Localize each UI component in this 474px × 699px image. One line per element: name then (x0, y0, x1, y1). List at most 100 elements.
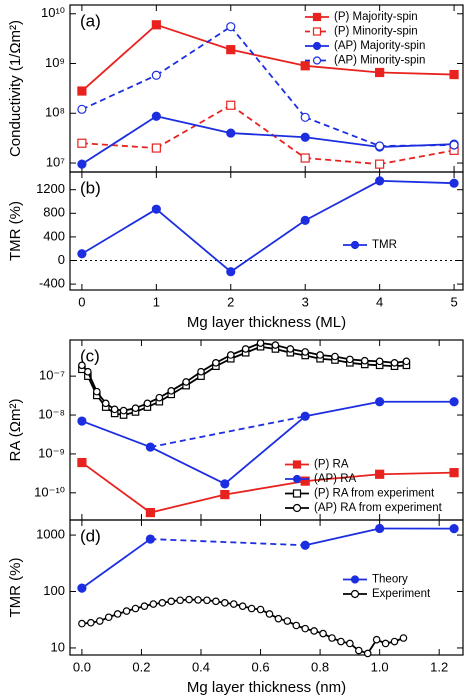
marker (151, 204, 161, 214)
legend-label: Theory (372, 574, 408, 586)
y-tick-label: 400 (43, 228, 65, 243)
marker (375, 141, 385, 151)
line-segment (379, 144, 455, 147)
marker (328, 634, 336, 642)
line-segment (156, 115, 231, 134)
legend-label: TMR (372, 239, 397, 251)
marker (363, 649, 372, 658)
line-segment (81, 142, 157, 149)
line-segment (230, 132, 306, 139)
marker (310, 627, 318, 635)
legend-marker (312, 27, 322, 36)
marker (87, 618, 95, 627)
marker (145, 442, 155, 452)
x-tick-label: 0.6 (252, 659, 270, 674)
marker (77, 86, 87, 96)
marker (77, 159, 87, 169)
legend-marker (312, 41, 322, 51)
marker (375, 176, 385, 186)
marker (390, 359, 399, 367)
marker (449, 397, 459, 407)
marker (354, 646, 363, 655)
marker (301, 624, 310, 633)
line-segment (81, 115, 157, 165)
marker (77, 104, 87, 114)
marker (375, 469, 385, 479)
line-segment (305, 157, 380, 166)
marker (151, 20, 161, 30)
panel-label: (c) (80, 346, 100, 365)
marker (182, 378, 190, 386)
marker (300, 112, 310, 122)
y-tick-label: 1000 (36, 527, 65, 542)
marker (119, 406, 128, 415)
marker (449, 524, 459, 534)
marker (167, 597, 176, 606)
line-segment (304, 180, 381, 222)
marker (122, 607, 131, 615)
line-segment (379, 471, 455, 476)
marker (113, 610, 122, 618)
line-segment (155, 208, 232, 273)
line-segment (81, 208, 157, 255)
legend-label: Experiment (372, 588, 431, 600)
marker (300, 411, 310, 421)
marker (92, 387, 101, 396)
line-segment (150, 493, 226, 514)
y-tick-label: -400 (39, 276, 65, 291)
marker (286, 345, 295, 353)
marker (300, 132, 310, 142)
y-tick-label: 10⁸ (45, 105, 65, 120)
marker (197, 367, 205, 376)
legend-marker (292, 460, 302, 469)
y-tick-label: 10⁷ (46, 154, 65, 169)
x-tick-label: 0.0 (73, 659, 91, 674)
marker (226, 267, 236, 277)
marker (145, 507, 155, 518)
marker (203, 596, 211, 605)
marker (402, 357, 411, 366)
marker (256, 339, 265, 347)
marker (375, 397, 385, 407)
marker (300, 476, 310, 486)
marker (346, 639, 354, 648)
y-tick-label: 10⁻⁹ (38, 445, 65, 460)
marker (283, 617, 292, 625)
y-tick-label: 10⁻¹⁰ (34, 484, 65, 499)
panel-label: (a) (80, 11, 101, 30)
marker (131, 604, 140, 613)
legend-marker (350, 575, 360, 584)
marker (212, 359, 220, 367)
marker (155, 393, 164, 402)
y-tick-label: 10⁹ (45, 55, 65, 70)
marker (151, 111, 161, 121)
marker (77, 138, 87, 148)
legend-marker (350, 240, 360, 250)
y-tick-label: 1200 (36, 181, 65, 196)
marker (381, 639, 390, 648)
x-tick-label: 3 (302, 294, 309, 309)
marker (104, 613, 113, 622)
line-segment (230, 104, 306, 159)
x-tick-label: 1.2 (430, 659, 448, 674)
legend-marker (312, 56, 322, 65)
marker (241, 345, 250, 353)
line-segment (155, 25, 232, 77)
y-tick-label: 10⁻⁸ (38, 406, 65, 421)
y-tick-label: 100 (43, 583, 65, 598)
marker (221, 599, 229, 607)
panel-label: (b) (80, 178, 101, 197)
legend-marker (312, 12, 322, 22)
line-segment (305, 64, 380, 74)
marker (145, 534, 155, 544)
marker (185, 595, 193, 604)
marker (167, 386, 176, 395)
line-segment (81, 24, 157, 92)
line-segment (81, 74, 157, 111)
marker (449, 69, 459, 80)
marker (226, 45, 236, 55)
marker (300, 540, 310, 550)
line-segment (224, 415, 306, 485)
marker (77, 416, 87, 426)
line-segment (156, 23, 232, 51)
